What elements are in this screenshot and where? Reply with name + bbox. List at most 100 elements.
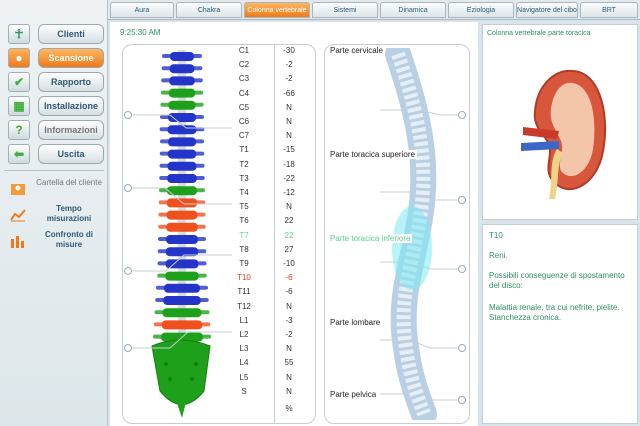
vertebra-process	[157, 261, 207, 266]
vertebra-value: N	[286, 117, 292, 126]
vertebra-name[interactable]: T5	[239, 202, 249, 211]
region-pelvica[interactable]: Parte pelvica	[330, 390, 379, 399]
percent-label: %	[285, 404, 293, 413]
sidebar-subitem-label: Confronto di misure	[45, 230, 93, 249]
vertebra-value: -15	[283, 145, 295, 154]
value-column	[274, 44, 304, 424]
spine-illustration	[151, 50, 211, 418]
sidebar-item-label: Scansione	[38, 48, 104, 68]
vertebra-name[interactable]: T3	[239, 174, 249, 183]
vertebra-name[interactable]: C6	[238, 117, 250, 126]
vertebra-process	[158, 212, 206, 217]
tab-aura[interactable]: Aura	[110, 2, 174, 18]
vertebra-value: -3	[285, 316, 293, 325]
sidebar-item-label: Rapporto	[38, 72, 104, 92]
vertebra-process	[156, 285, 208, 290]
vertebra-value: N	[286, 373, 292, 382]
region-cervicale[interactable]: Parte cervicale	[330, 46, 385, 55]
leader-dot	[458, 265, 466, 273]
tab-dinamica[interactable]: Dinamica	[380, 2, 446, 18]
vertebra-name[interactable]: C1	[238, 46, 250, 55]
vertebra-name[interactable]: C7	[238, 131, 250, 140]
detail-organ: Reni.	[489, 251, 508, 260]
main-panel: 9:25:30 AM	[110, 22, 478, 426]
vertebra-name[interactable]: T8	[239, 245, 249, 254]
region-lombare[interactable]: Parte lombare	[330, 318, 383, 327]
vertebra-name[interactable]: L1	[239, 316, 249, 325]
vertebra-value: 55	[284, 358, 294, 367]
vertebra-name[interactable]: T10	[237, 273, 251, 282]
vertebra-process	[161, 66, 203, 71]
detail-consequences: Malattia renale, tra cui nefrite, pielit…	[489, 303, 620, 322]
person-icon: ☥	[8, 24, 30, 44]
vertebra-name[interactable]: T4	[239, 188, 249, 197]
vertebra-value: -30	[283, 46, 295, 55]
grid-settings-icon: ▦	[8, 96, 30, 116]
vertebra-name[interactable]: T2	[239, 160, 249, 169]
vertebra-process	[159, 176, 205, 180]
sidebar-subitem-cartella[interactable]: Cartella del cliente	[6, 178, 104, 202]
vertebra-name[interactable]: C3	[238, 74, 250, 83]
vertebra-value: -2	[285, 330, 293, 339]
sidebar-item-scansione[interactable]: ● Scansione	[6, 48, 104, 68]
sidebar-subitem-tempo[interactable]: Tempo misurazioni	[6, 204, 104, 228]
vertebra-process	[155, 298, 209, 302]
line-chart-icon	[10, 209, 26, 222]
tab-brt[interactable]: BRT	[580, 2, 638, 18]
vertebra-name[interactable]: C5	[238, 103, 250, 112]
vertebra-process	[158, 237, 206, 241]
vertebra-name[interactable]: T6	[239, 216, 249, 225]
vertebra-name[interactable]: L5	[239, 373, 249, 382]
sidebar-item-clienti[interactable]: ☥ Clienti	[6, 24, 104, 44]
leader-dot	[124, 267, 132, 275]
kidney-illustration	[521, 69, 607, 199]
tab-eziologia[interactable]: Eziologia	[448, 2, 514, 18]
tab-chakra[interactable]: Chakra	[176, 2, 242, 18]
vertebra-process	[153, 322, 211, 327]
leader-dot	[124, 344, 132, 352]
clock: 9:25:30 AM	[120, 28, 161, 37]
vertebra-value: -10	[283, 259, 295, 268]
vertebra-name[interactable]: T11	[237, 287, 251, 296]
sidebar-item-installazione[interactable]: ▦ Installazione	[6, 96, 104, 116]
vertebra-name[interactable]: T12	[237, 302, 251, 311]
detail-consequences-title: Possibili conseguenze di spostamento del…	[489, 271, 625, 290]
tab-colonna-vertebrale[interactable]: Colonna vertebrale	[244, 2, 310, 18]
vertebra-process	[159, 151, 205, 156]
sidebar-item-rapporto[interactable]: ✔ Rapporto	[6, 72, 104, 92]
vertebra-name[interactable]: T1	[239, 145, 249, 154]
vertebra-name[interactable]: T9	[239, 259, 249, 268]
vertebra-value: 22	[284, 216, 294, 225]
vertebra-process	[157, 249, 207, 254]
vertebra-name[interactable]: C4	[238, 89, 250, 98]
vertebra-value: N	[286, 302, 292, 311]
sidebar-divider	[4, 170, 104, 171]
vertebra-process	[159, 188, 205, 193]
leader-dot	[458, 196, 466, 204]
region-toracica-superiore[interactable]: Parte toracica superiore	[330, 150, 417, 159]
checkmark-icon: ✔	[8, 72, 30, 92]
sidebar-item-label: Uscita	[38, 144, 104, 164]
sidebar-item-label: Informazioni	[38, 120, 104, 140]
vertebra-name[interactable]: S	[241, 387, 247, 396]
exit-arrow-icon: ⬅	[8, 144, 30, 164]
vertebra-name[interactable]: T7	[239, 231, 249, 240]
detail-code: T10	[489, 231, 503, 240]
sidebar-item-informazioni[interactable]: ? Informazioni	[6, 120, 104, 140]
vertebra-name[interactable]: L4	[239, 358, 249, 367]
vertebra-process	[160, 102, 204, 107]
leader-dot	[124, 111, 132, 119]
sidebar-item-uscita[interactable]: ⬅ Uscita	[6, 144, 104, 164]
vertebra-name[interactable]: C2	[238, 60, 250, 69]
region-toracica-inferiore[interactable]: Parte toracica inferiore	[330, 234, 413, 243]
vertebra-name[interactable]: L2	[239, 330, 249, 339]
folder-person-icon	[11, 184, 25, 195]
vertebra-process	[154, 310, 210, 315]
leader-dot	[458, 396, 466, 404]
vertebra-name[interactable]: L3	[239, 344, 249, 353]
leader-dot	[458, 344, 466, 352]
tab-sistemi[interactable]: Sistemi	[312, 2, 378, 18]
tab-navigatore-cibo[interactable]: Navigatore del cibo	[516, 2, 578, 18]
leader-dot	[458, 111, 466, 119]
sidebar-subitem-confronto[interactable]: Confronto di misure	[6, 230, 104, 254]
